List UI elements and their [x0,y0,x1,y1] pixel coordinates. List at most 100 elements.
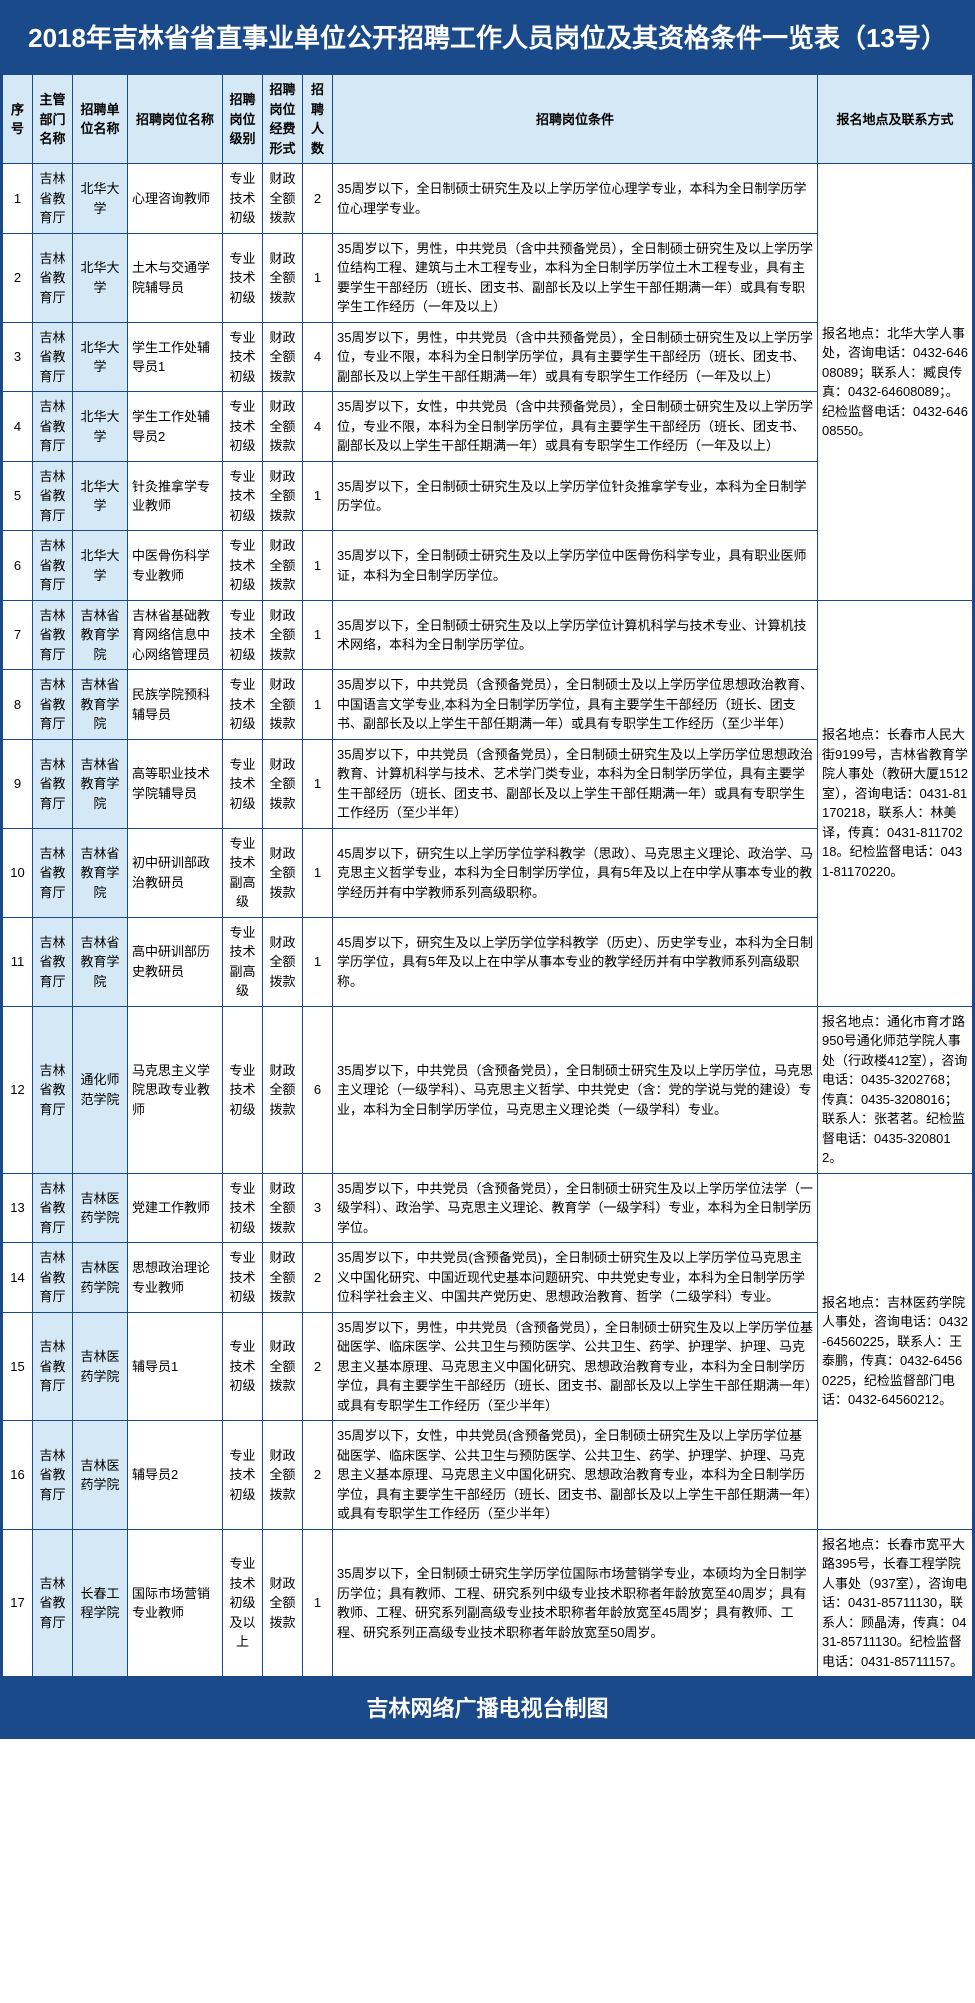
cell-post: 民族学院预科辅导员 [128,670,223,740]
cell-seq: 17 [3,1529,33,1677]
cell-req: 35周岁以下，男性，中共党员（含中共预备党员），全日制硕士研究生及以上学历学位结… [333,233,818,322]
cell-req: 35周岁以下，全日制硕士研究生学历学位国际市场营销学专业，本硕均为全日制学历学位… [333,1529,818,1677]
cell-post: 针灸推拿学专业教师 [128,461,223,531]
cell-level: 专业技术初级 [223,600,263,670]
cell-dept: 吉林省教育厅 [33,461,73,531]
cell-count: 4 [303,392,333,462]
cell-req: 35周岁以下，中共党员(含预备党员)，全日制硕士研究生及以上学历学位马克思主义中… [333,1243,818,1313]
cell-fund: 财政全额拨款 [263,531,303,601]
cell-req: 35周岁以下，全日制硕士研究生及以上学历学位计算机科学与技术专业、计算机技术网络… [333,600,818,670]
cell-level: 专业技术初级 [223,1421,263,1530]
cell-unit: 吉林医药学院 [73,1173,128,1243]
cell-fund: 财政全额拨款 [263,322,303,392]
header-fund: 招聘岗位经费形式 [263,75,303,164]
table-header-row: 序号 主管部门名称 招聘单位名称 招聘岗位名称 招聘岗位级别 招聘岗位经费形式 … [3,75,973,164]
cell-fund: 财政全额拨款 [263,670,303,740]
cell-unit: 吉林省教育学院 [73,670,128,740]
cell-dept: 吉林省教育厅 [33,917,73,1006]
cell-post: 学生工作处辅导员2 [128,392,223,462]
header-req: 招聘岗位条件 [333,75,818,164]
cell-contact: 报名地点：长春市宽平大路395号，长春工程学院人事处（937室），咨询电话：04… [818,1529,973,1677]
cell-req: 35周岁以下，女性，中共党员（含中共预备党员），全日制硕士研究生及以上学历学位，… [333,392,818,462]
cell-fund: 财政全额拨款 [263,739,303,828]
cell-fund: 财政全额拨款 [263,1421,303,1530]
cell-level: 专业技术初级 [223,392,263,462]
cell-req: 35周岁以下，中共党员（含预备党员），全日制硕士及以上学历学位思想政治教育、中国… [333,670,818,740]
cell-req: 35周岁以下，中共党员（含预备党员），全日制硕士研究生及以上学历学位思想政治教育… [333,739,818,828]
cell-seq: 15 [3,1312,33,1421]
table-row: 1吉林省教育厅北华大学心理咨询教师专业技术初级财政全额拨款235周岁以下，全日制… [3,164,973,234]
cell-dept: 吉林省教育厅 [33,233,73,322]
cell-unit: 北华大学 [73,233,128,322]
cell-level: 专业技术初级 [223,531,263,601]
cell-count: 1 [303,739,333,828]
cell-post: 中医骨伤科学专业教师 [128,531,223,601]
cell-dept: 吉林省教育厅 [33,531,73,601]
cell-count: 1 [303,233,333,322]
cell-fund: 财政全额拨款 [263,1173,303,1243]
cell-count: 3 [303,1173,333,1243]
cell-dept: 吉林省教育厅 [33,1312,73,1421]
cell-dept: 吉林省教育厅 [33,392,73,462]
cell-post: 高等职业技术学院辅导员 [128,739,223,828]
cell-seq: 6 [3,531,33,601]
cell-fund: 财政全额拨款 [263,600,303,670]
cell-post: 马克思主义学院思政专业教师 [128,1006,223,1173]
cell-post: 国际市场营销专业教师 [128,1529,223,1677]
cell-seq: 12 [3,1006,33,1173]
cell-count: 2 [303,1312,333,1421]
cell-fund: 财政全额拨款 [263,1006,303,1173]
cell-count: 1 [303,670,333,740]
cell-seq: 8 [3,670,33,740]
table-row: 13吉林省教育厅吉林医药学院党建工作教师专业技术初级财政全额拨款335周岁以下，… [3,1173,973,1243]
cell-dept: 吉林省教育厅 [33,1421,73,1530]
cell-seq: 1 [3,164,33,234]
cell-req: 35周岁以下，男性，中共党员（含预备党员），全日制硕士研究生及以上学历学位基础医… [333,1312,818,1421]
cell-contact: 报名地点：长春市人民大街9199号，吉林省教育学院人事处（教研大厦1512室），… [818,600,973,1006]
cell-level: 专业技术初级 [223,670,263,740]
cell-unit: 北华大学 [73,461,128,531]
cell-level: 专业技术初级 [223,1173,263,1243]
cell-post: 心理咨询教师 [128,164,223,234]
cell-fund: 财政全额拨款 [263,1243,303,1313]
cell-level: 专业技术副高级 [223,828,263,917]
cell-unit: 通化师范学院 [73,1006,128,1173]
cell-seq: 9 [3,739,33,828]
cell-seq: 11 [3,917,33,1006]
cell-count: 2 [303,164,333,234]
table-row: 17吉林省教育厅长春工程学院国际市场营销专业教师专业技术初级及以上财政全额拨款1… [3,1529,973,1677]
cell-post: 辅导员2 [128,1421,223,1530]
cell-count: 2 [303,1243,333,1313]
cell-contact: 报名地点：通化市育才路950号通化师范学院人事处（行政楼412室），咨询电话：0… [818,1006,973,1173]
cell-level: 专业技术初级 [223,1243,263,1313]
cell-unit: 北华大学 [73,322,128,392]
cell-req: 35周岁以下，全日制硕士研究生及以上学历学位中医骨伤科学专业，具有职业医师证，本… [333,531,818,601]
cell-req: 35周岁以下，男性，中共党员（含中共预备党员），全日制硕士研究生及以上学历学位，… [333,322,818,392]
cell-req: 35周岁以下，全日制硕士研究生及以上学历学位心理学专业，本科为全日制学历学位心理… [333,164,818,234]
cell-fund: 财政全额拨款 [263,1312,303,1421]
cell-unit: 北华大学 [73,164,128,234]
recruitment-table: 序号 主管部门名称 招聘单位名称 招聘岗位名称 招聘岗位级别 招聘岗位经费形式 … [2,74,973,1677]
cell-count: 1 [303,461,333,531]
cell-post: 吉林省基础教育网络信息中心网络管理员 [128,600,223,670]
cell-level: 专业技术初级 [223,1312,263,1421]
cell-fund: 财政全额拨款 [263,164,303,234]
cell-req: 35周岁以下，女性，中共党员(含预备党员)，全日制硕士研究生及以上学历学位基础医… [333,1421,818,1530]
cell-seq: 7 [3,600,33,670]
cell-fund: 财政全额拨款 [263,233,303,322]
cell-level: 专业技术初级 [223,233,263,322]
cell-seq: 4 [3,392,33,462]
cell-contact: 报名地点：北华大学人事处，咨询电话：0432-64608089；联系人：臧良传真… [818,164,973,601]
table-row: 7吉林省教育厅吉林省教育学院吉林省基础教育网络信息中心网络管理员专业技术初级财政… [3,600,973,670]
cell-level: 专业技术初级 [223,461,263,531]
header-dept: 主管部门名称 [33,75,73,164]
cell-req: 45周岁以下，研究生以上学历学位学科教学（思政）、马克思主义理论、政治学、马克思… [333,828,818,917]
cell-req: 35周岁以下，全日制硕士研究生及以上学历学位针灸推拿学专业，本科为全日制学历学位… [333,461,818,531]
header-post: 招聘岗位名称 [128,75,223,164]
cell-post: 学生工作处辅导员1 [128,322,223,392]
cell-seq: 16 [3,1421,33,1530]
page-title: 2018年吉林省省直事业单位公开招聘工作人员岗位及其资格条件一览表（13号） [2,2,973,74]
cell-post: 初中研训部政治教研员 [128,828,223,917]
cell-req: 35周岁以下，中共党员（含预备党员），全日制硕士研究生及以上学历学位法学（一级学… [333,1173,818,1243]
cell-dept: 吉林省教育厅 [33,322,73,392]
